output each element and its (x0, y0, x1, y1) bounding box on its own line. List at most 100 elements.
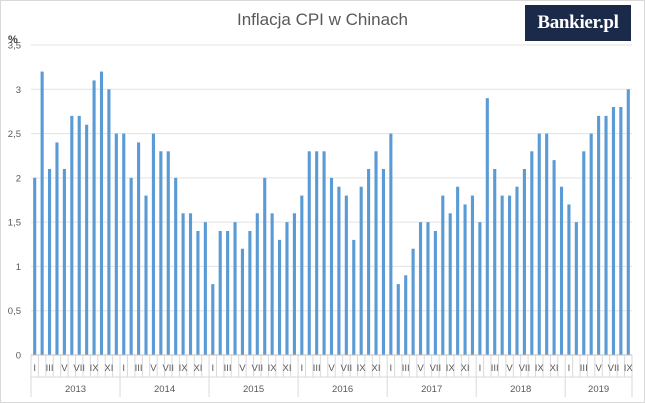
bar (85, 124, 89, 355)
bar (478, 222, 482, 355)
bar (270, 213, 274, 355)
bar (174, 177, 178, 355)
month-tick-label: III (491, 363, 499, 374)
bar (515, 186, 519, 355)
bar (589, 133, 593, 355)
bar (218, 231, 222, 355)
bar (233, 222, 237, 355)
bar (567, 204, 571, 355)
bar (619, 107, 623, 355)
month-tick-label: III (46, 363, 54, 374)
month-tick-label: I (122, 363, 125, 374)
y-tick-label: 0 (16, 351, 21, 362)
month-tick-label: V (506, 363, 513, 374)
month-tick-label: VII (430, 363, 442, 374)
bar (292, 213, 296, 355)
month-tick-label: III (224, 363, 232, 374)
month-tick-label: V (150, 363, 157, 374)
bar (470, 195, 475, 355)
bar (307, 151, 311, 355)
month-tick-label: VII (341, 363, 353, 374)
bar (322, 151, 326, 355)
bar (62, 169, 66, 355)
bar (352, 239, 356, 355)
bar (196, 231, 200, 355)
bar (530, 151, 534, 355)
month-tick-label: III (135, 363, 143, 374)
bar (47, 169, 52, 355)
y-axis-unit-label: % (8, 34, 18, 46)
bar (396, 284, 400, 355)
bar (559, 186, 564, 355)
bar (381, 169, 385, 355)
month-tick-label: IX (357, 363, 367, 374)
bar (226, 231, 230, 355)
bar (574, 222, 578, 355)
year-label: 2014 (154, 384, 175, 395)
month-tick-label: XI (193, 363, 202, 374)
bar (40, 71, 44, 356)
year-label: 2018 (510, 384, 531, 395)
bar (315, 151, 319, 355)
month-tick-label: IX (90, 363, 100, 374)
month-tick-label: I (568, 363, 571, 374)
bar (411, 248, 415, 355)
bar (367, 169, 371, 355)
month-tick-label: IX (446, 363, 456, 374)
bar (151, 133, 155, 355)
year-label: 2019 (588, 384, 609, 395)
bar (611, 107, 616, 355)
y-tick-label: 2,5 (8, 129, 21, 140)
bar (552, 160, 556, 355)
bar (211, 284, 215, 355)
year-label: 2013 (65, 384, 86, 395)
month-tick-label: IX (535, 363, 545, 374)
bar (240, 248, 245, 355)
bar (463, 204, 467, 355)
month-tick-label: V (61, 363, 68, 374)
month-tick-label: XI (461, 363, 470, 374)
month-tick-label: VII (519, 363, 531, 374)
bar (404, 275, 408, 355)
month-tick-label: I (301, 363, 304, 374)
bar (166, 151, 170, 355)
bar (433, 231, 437, 355)
year-label: 2015 (243, 384, 264, 395)
month-tick-label: XI (104, 363, 113, 374)
bar (114, 133, 118, 355)
bar (389, 133, 393, 355)
month-tick-label: V (417, 363, 424, 374)
month-tick-label: XI (282, 363, 291, 374)
y-tick-label: 3,5 (8, 41, 21, 52)
bar (137, 142, 141, 355)
y-tick-labels: 0 0,5 1 1,5 2 2,5 3 3,5 (8, 41, 21, 362)
bar (329, 177, 334, 355)
bar (33, 177, 37, 355)
month-tick-label: I (33, 363, 36, 374)
month-tick-label: III (402, 363, 410, 374)
bar (285, 222, 289, 355)
bar (55, 142, 59, 355)
bar (374, 151, 378, 355)
bar (344, 195, 348, 355)
month-tick-label: IX (624, 363, 634, 374)
month-tick-label: I (479, 363, 482, 374)
year-label: 2017 (421, 384, 442, 395)
month-tick-label: VII (73, 363, 85, 374)
month-tick-label: III (313, 363, 321, 374)
y-tick-label: 0,5 (8, 306, 21, 317)
month-tick-label: I (390, 363, 393, 374)
bar (107, 89, 111, 356)
bar (485, 98, 489, 356)
bankier-logo: Bankier.pl (525, 5, 631, 41)
bar (188, 213, 193, 355)
bar (508, 195, 512, 355)
bar (522, 169, 526, 355)
month-tick-label: XI (372, 363, 381, 374)
bar (203, 222, 207, 355)
bar (456, 186, 460, 355)
bar (248, 231, 252, 355)
month-tick-label: IX (268, 363, 278, 374)
month-tick-label: VII (162, 363, 174, 374)
